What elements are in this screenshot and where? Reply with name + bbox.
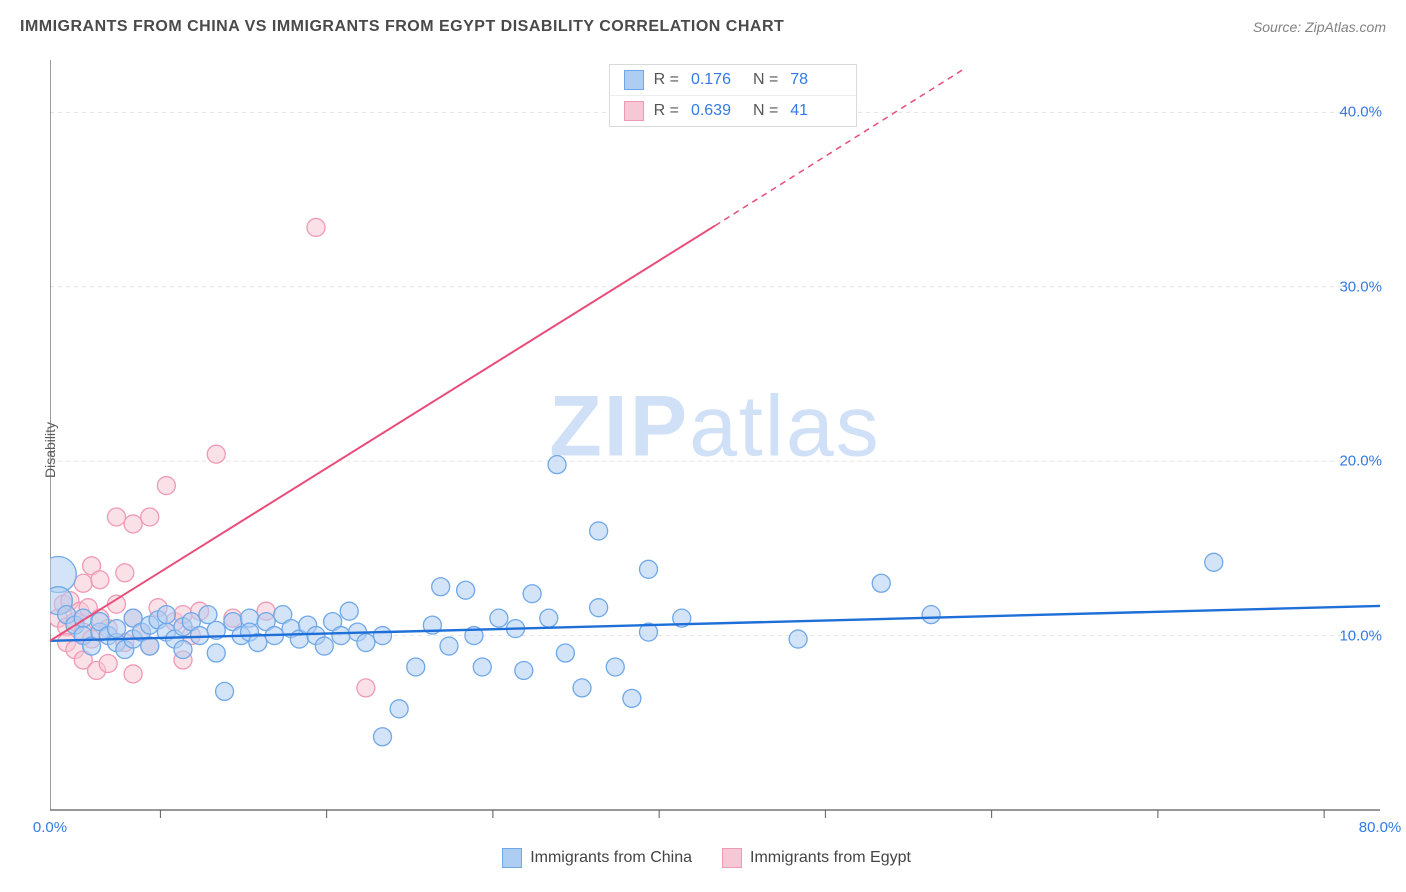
legend-r-label: R = bbox=[654, 71, 679, 89]
scatter-plot bbox=[50, 60, 1380, 840]
series-legend: Immigrants from China Immigrants from Egy… bbox=[502, 848, 911, 868]
legend-n-value: 41 bbox=[790, 102, 842, 120]
chart-area: Disability ZIPatlas R =0.176N =78R =0.63… bbox=[50, 60, 1380, 840]
china-point bbox=[1205, 553, 1223, 571]
legend-series-label: Immigrants from China bbox=[530, 849, 692, 867]
china-point bbox=[340, 602, 358, 620]
china-point bbox=[590, 522, 608, 540]
egypt-point bbox=[207, 445, 225, 463]
egypt-point bbox=[124, 665, 142, 683]
china-point bbox=[157, 606, 175, 624]
legend-row: R = 0.639 N = 41 bbox=[610, 95, 857, 126]
china-point bbox=[490, 609, 508, 627]
china-point bbox=[573, 679, 591, 697]
china-point bbox=[789, 630, 807, 648]
china-point bbox=[556, 644, 574, 662]
china-point bbox=[440, 637, 458, 655]
legend-swatch bbox=[722, 848, 742, 868]
china-point bbox=[457, 581, 475, 599]
china-point bbox=[922, 606, 940, 624]
legend-series-label: Immigrants from Egypt bbox=[750, 849, 911, 867]
legend-r-value: 0.176 bbox=[691, 71, 743, 89]
china-point bbox=[390, 700, 408, 718]
legend-row: R = 0.176 N = 78 bbox=[610, 65, 857, 95]
china-point bbox=[623, 689, 641, 707]
egypt-point bbox=[141, 508, 159, 526]
y-tick-label: 20.0% bbox=[1339, 453, 1382, 470]
legend-swatch bbox=[624, 101, 644, 121]
egypt-point bbox=[157, 477, 175, 495]
y-tick-label: 40.0% bbox=[1339, 104, 1382, 121]
china-point bbox=[590, 599, 608, 617]
egypt-point bbox=[99, 654, 117, 672]
china-point bbox=[332, 627, 350, 645]
china-point bbox=[407, 658, 425, 676]
china-point bbox=[174, 641, 192, 659]
legend-r-value: 0.639 bbox=[691, 102, 743, 120]
chart-header: IMMIGRANTS FROM CHINA VS IMMIGRANTS FROM… bbox=[20, 18, 1386, 36]
egypt-point bbox=[357, 679, 375, 697]
egypt-trendline bbox=[50, 226, 715, 641]
egypt-point bbox=[91, 571, 109, 589]
china-point bbox=[315, 637, 333, 655]
china-point bbox=[540, 609, 558, 627]
y-tick-label: 30.0% bbox=[1339, 278, 1382, 295]
china-point bbox=[548, 456, 566, 474]
egypt-point bbox=[74, 574, 92, 592]
china-point bbox=[606, 658, 624, 676]
china-point bbox=[216, 682, 234, 700]
source-attribution: Source: ZipAtlas.com bbox=[1253, 19, 1386, 35]
china-point bbox=[523, 585, 541, 603]
x-tick-label: 0.0% bbox=[33, 819, 67, 836]
legend-r-label: R = bbox=[654, 102, 679, 120]
y-tick-label: 10.0% bbox=[1339, 627, 1382, 644]
legend-n-value: 78 bbox=[790, 71, 842, 89]
egypt-point bbox=[124, 515, 142, 533]
china-point bbox=[374, 627, 392, 645]
x-tick-label: 80.0% bbox=[1359, 819, 1402, 836]
egypt-point bbox=[108, 508, 126, 526]
legend-swatch bbox=[624, 70, 644, 90]
legend-series-item: Immigrants from Egypt bbox=[722, 848, 911, 868]
legend-n-label: N = bbox=[753, 71, 778, 89]
china-point bbox=[357, 634, 375, 652]
chart-title: IMMIGRANTS FROM CHINA VS IMMIGRANTS FROM… bbox=[20, 18, 784, 36]
china-point bbox=[872, 574, 890, 592]
china-point bbox=[640, 560, 658, 578]
china-point bbox=[108, 620, 126, 638]
correlation-legend: R = 0.176 N = 78 R = 0.639 N = 41 bbox=[609, 64, 858, 127]
egypt-point bbox=[307, 218, 325, 236]
china-point bbox=[141, 637, 159, 655]
china-point bbox=[473, 658, 491, 676]
egypt-point bbox=[116, 564, 134, 582]
legend-series-item: Immigrants from China bbox=[502, 848, 692, 868]
china-point bbox=[515, 661, 533, 679]
china-point bbox=[432, 578, 450, 596]
china-point bbox=[374, 728, 392, 746]
legend-n-label: N = bbox=[753, 102, 778, 120]
china-point bbox=[207, 644, 225, 662]
legend-swatch bbox=[502, 848, 522, 868]
